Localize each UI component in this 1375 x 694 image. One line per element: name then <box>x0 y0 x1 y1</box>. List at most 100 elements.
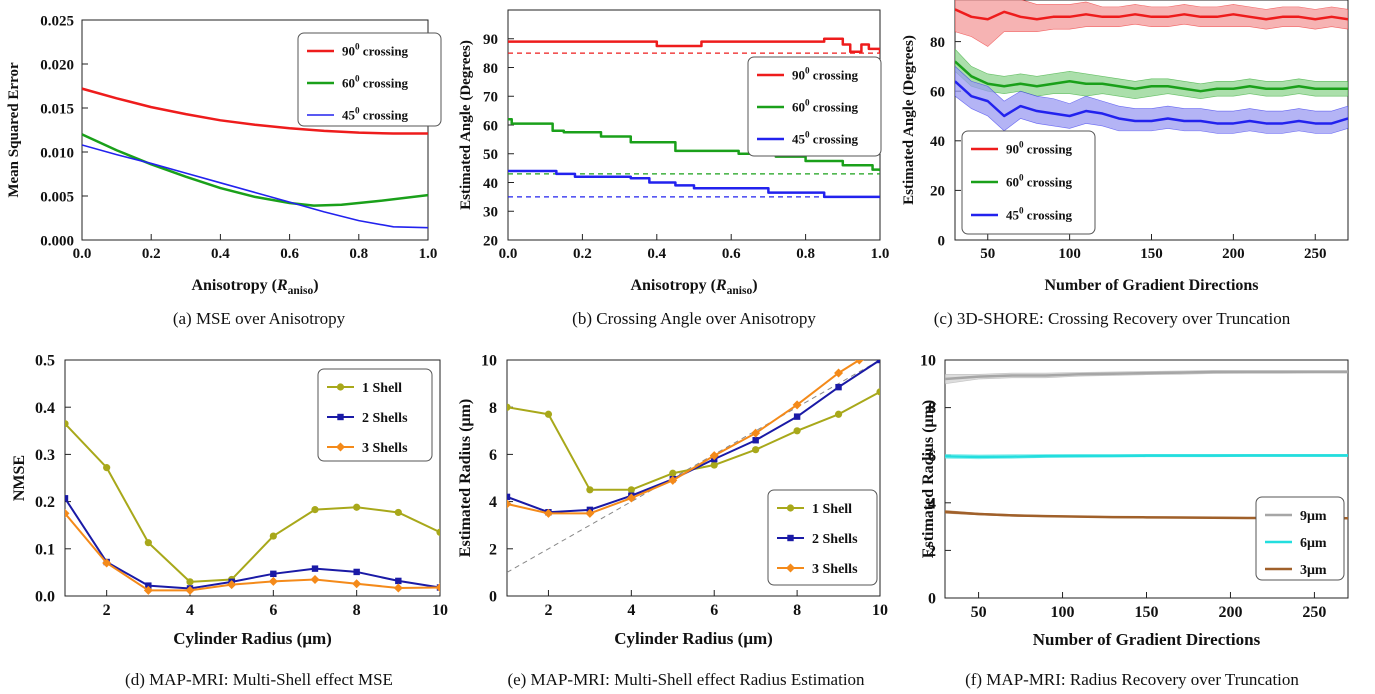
panel-caption: (b) Crossing Angle over Anisotropy <box>572 309 816 328</box>
x-tick-label: 50 <box>971 604 987 621</box>
series-line <box>955 80 1348 125</box>
data-point <box>65 508 70 518</box>
y-tick-label: 0.5 <box>35 353 55 370</box>
data-point <box>544 410 553 418</box>
data-point <box>752 446 760 454</box>
data-point <box>710 461 718 469</box>
x-tick-label: 0.8 <box>796 246 815 262</box>
y-tick-label: 40 <box>930 134 945 150</box>
panel-4: 2 4 6 8 10 0 2 4 6 8 10 Cylinder Radius (μm) Estimat… <box>457 353 888 689</box>
series-line <box>82 144 428 229</box>
legend-label: 9μm <box>1300 509 1327 524</box>
y-tick-label: 60 <box>930 84 945 100</box>
data-point <box>311 506 319 514</box>
plot-frame <box>506 359 881 597</box>
x-tick-label: 1.0 <box>871 246 890 262</box>
x-tick-label: 150 <box>1135 604 1159 621</box>
y-tick-label: 0.025 <box>40 13 74 29</box>
data-point <box>834 410 843 418</box>
data-point <box>435 583 440 593</box>
series-line <box>65 512 440 592</box>
x-tick-label: 150 <box>1140 246 1163 262</box>
data-point <box>186 578 194 586</box>
legend: 1 Shell 2 Shells 3 Shells <box>767 489 878 586</box>
y-tick-label: 10 <box>920 353 936 370</box>
legend-label: 2 Shells <box>362 411 408 426</box>
plot-frame <box>81 19 429 241</box>
data-point <box>145 582 152 589</box>
series-line <box>65 497 440 590</box>
data-point <box>792 400 802 410</box>
x-tick-label: 0.6 <box>280 246 299 262</box>
data-point <box>103 464 111 472</box>
series-band <box>955 48 1348 99</box>
x-tick-label: 2 <box>103 602 111 619</box>
x-tick-label: 200 <box>1222 246 1245 262</box>
legend-label: 450 crossing <box>342 106 409 123</box>
x-axis-label: Anisotropy (Raniso) <box>630 277 757 297</box>
y-tick-label: 2 <box>928 543 936 560</box>
y-tick-label: 6 <box>489 447 497 464</box>
legend-marker <box>336 383 345 391</box>
legend-label: 3 Shells <box>362 441 408 456</box>
x-tick-label: 2 <box>544 602 552 619</box>
series-line <box>508 169 880 199</box>
y-tick-label: 0.0 <box>35 589 55 606</box>
series-line <box>82 133 428 207</box>
series-line <box>945 370 1348 381</box>
data-point <box>876 388 880 396</box>
data-point <box>669 469 677 477</box>
x-tick-label: 100 <box>1051 604 1075 621</box>
panel-1: 0.0 0.2 0.4 0.6 0.8 1.0 20 30 40 50 60 70 80 90 Anisot… <box>458 9 890 328</box>
plot-area <box>65 420 440 595</box>
x-tick-label: 0.4 <box>211 246 230 262</box>
data-point <box>353 568 360 576</box>
data-point <box>854 360 864 365</box>
y-axis-label: Estimated Angle (Degrees) <box>458 40 474 210</box>
panel-caption: (d) MAP-MRI: Multi-Shell effect MSE <box>125 670 393 689</box>
panel-3: 2 4 6 8 10 0.0 0.1 0.2 0.3 0.4 0.5 Cylinder Radius … <box>11 353 448 689</box>
series-line <box>945 454 1348 459</box>
y-tick-label: 70 <box>483 90 498 106</box>
y-tick-label: 50 <box>483 147 498 163</box>
data-point <box>268 576 278 586</box>
data-point <box>668 475 678 485</box>
legend-label: 600 crossing <box>792 98 859 115</box>
data-point <box>751 428 761 438</box>
y-tick-label: 0.010 <box>40 145 74 161</box>
data-point <box>507 403 511 411</box>
panel-caption: (c) 3D-SHORE: Crossing Recovery over Tru… <box>934 309 1291 328</box>
x-tick-label: 0.2 <box>573 246 592 262</box>
y-tick-label: 2 <box>489 541 497 558</box>
x-axis-label: Cylinder Radius (μm) <box>614 629 773 648</box>
series-line <box>508 37 880 54</box>
y-tick-label: 90 <box>483 32 498 48</box>
y-tick-label: 80 <box>483 61 498 77</box>
data-point <box>102 558 112 568</box>
legend-label: 600 crossing <box>342 74 409 91</box>
y-tick-label: 0 <box>928 591 936 608</box>
data-point <box>436 528 440 536</box>
data-point <box>876 360 880 364</box>
plot-frame <box>64 359 441 597</box>
legend-marker <box>786 504 795 512</box>
series-line <box>82 87 428 135</box>
legend-label: 900 crossing <box>1006 140 1073 157</box>
y-tick-label: 0.3 <box>35 447 55 464</box>
legend: 900 crossing 600 crossing 450 crossing <box>961 130 1096 235</box>
data-point <box>310 574 320 584</box>
panel-caption: (f) MAP-MRI: Radius Recovery over Trunca… <box>965 670 1299 689</box>
series-band <box>955 65 1348 134</box>
y-tick-label: 0.4 <box>35 400 55 417</box>
plot-area <box>508 37 880 199</box>
y-tick-label: 0.1 <box>35 541 55 558</box>
data-point <box>709 451 719 461</box>
legend-marker <box>787 534 794 542</box>
panel-5: 50 100 150 200 250 0 2 4 6 8 10 Number of Gradient … <box>920 353 1349 689</box>
data-point <box>793 427 801 435</box>
y-axis-label: NMSE <box>11 455 28 501</box>
panel-0: 0.0 0.2 0.4 0.6 0.8 1.0 0.000 0.005 0.010 0.015 0.… <box>6 13 442 328</box>
y-tick-label: 0.020 <box>40 57 74 73</box>
x-tick-label: 4 <box>627 602 635 619</box>
legend-label: 2 Shells <box>812 532 858 547</box>
